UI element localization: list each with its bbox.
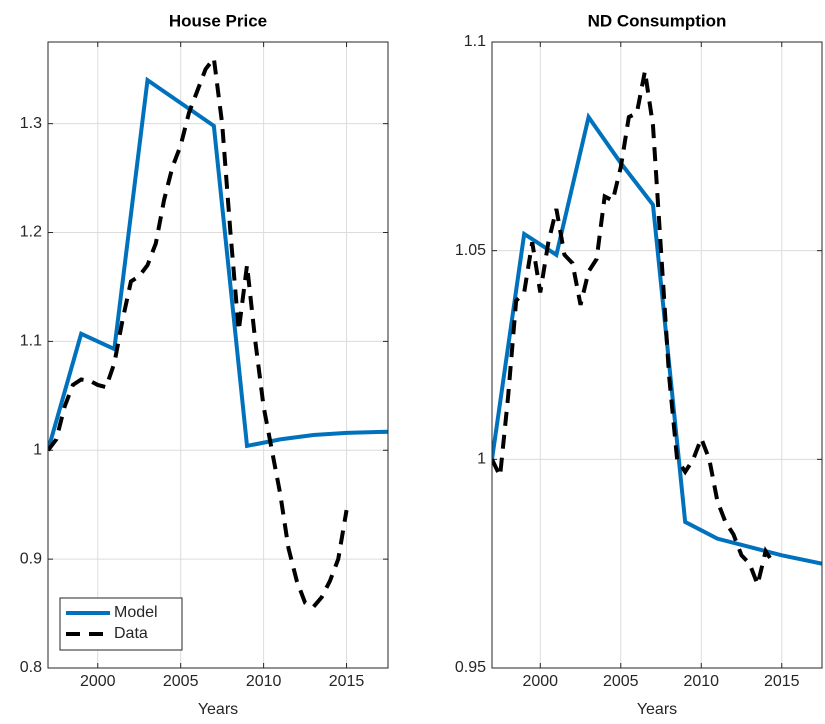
plot: 2000 2005 2010 2015 0.95 1 1.05 1.1 ND Consumpti… <box>455 11 823 718</box>
plot: 2000 2005 2010 2015 0.8 0.9 1 1.1 1.2 1.3 House Pr… <box>20 11 389 718</box>
y-tick-label: 1.3 <box>20 115 42 132</box>
data-line <box>48 53 349 610</box>
legend-box <box>59 597 183 651</box>
x-tick-label: 2005 <box>163 673 199 690</box>
y-tick-label: 1.1 <box>464 33 486 50</box>
x-tick-label: 2015 <box>329 673 365 690</box>
data-line <box>492 112 822 566</box>
x-tick-label: 2015 <box>764 673 800 690</box>
legend: Model Data <box>59 597 183 651</box>
y-tick-label: 0.95 <box>455 659 486 676</box>
data-line <box>492 70 776 592</box>
y-tick-label: 0.9 <box>20 550 42 567</box>
x-axis-label: Years <box>637 701 677 718</box>
legend-label: Model <box>114 604 158 621</box>
x-tick-label: 2000 <box>80 673 116 690</box>
y-tick-label: 1.05 <box>455 242 486 259</box>
chart-title: House Price <box>169 11 267 30</box>
x-tick-label: 2000 <box>522 673 558 690</box>
y-tick-label: 1.2 <box>20 224 42 241</box>
data-line <box>48 76 388 451</box>
chart-title: ND Consumption <box>588 11 727 30</box>
y-tick-label: 1 <box>477 451 486 468</box>
y-tick-label: 0.8 <box>20 659 42 676</box>
x-axis-label: Years <box>198 701 238 718</box>
axes-frame <box>491 41 823 669</box>
y-tick-label: 1 <box>33 441 42 458</box>
y-tick-label: 1.1 <box>20 333 42 350</box>
axes-frame <box>47 41 389 669</box>
x-tick-label: 2010 <box>246 673 282 690</box>
x-tick-label: 2010 <box>683 673 719 690</box>
legend-label: Data <box>114 625 148 642</box>
x-tick-label: 2005 <box>603 673 639 690</box>
